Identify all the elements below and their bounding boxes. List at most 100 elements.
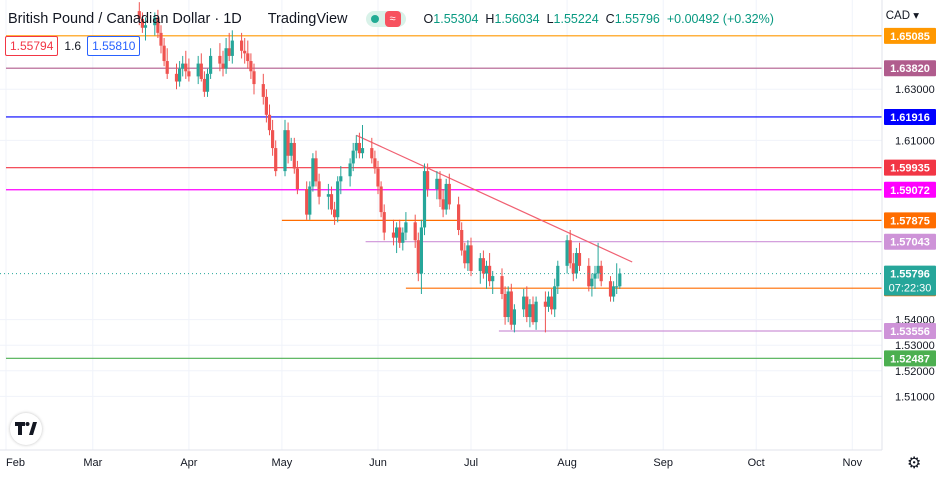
candle-body [546, 296, 551, 307]
chevron-down-icon: ▾ [913, 10, 919, 22]
candle-body [395, 227, 399, 238]
trendline [356, 134, 633, 263]
candle-body [165, 61, 169, 74]
candle-body [615, 286, 619, 288]
candle-body [329, 194, 334, 210]
candle-body [481, 258, 485, 274]
open-value: 1.55304 [433, 12, 479, 26]
wave-icon: ≈ [384, 11, 401, 27]
high-label: H [485, 12, 495, 26]
candle-body [484, 265, 489, 274]
currency-label: CAD [885, 10, 911, 22]
candle-body [522, 296, 526, 310]
candle-body [143, 25, 148, 28]
candle-body [264, 96, 268, 115]
candle-body [571, 263, 575, 274]
settings-gear-icon[interactable]: ⚙ [907, 455, 922, 472]
candle-body [419, 227, 423, 274]
price-axis-tick-label: 1.61000 [895, 135, 935, 147]
candle-body [612, 286, 616, 297]
price-axis-ticks: 1.510001.520001.530001.540001.610001.630… [895, 84, 935, 403]
candle-body [618, 273, 622, 287]
low-value: 1.55224 [553, 12, 599, 26]
candle-body [360, 148, 365, 154]
candle-body [550, 296, 554, 310]
candle-body [373, 158, 377, 169]
price-level-label-bg [884, 60, 936, 77]
time-axis-label: Oct [748, 457, 765, 469]
candle-body [153, 17, 157, 26]
price-level-label: 1.52487 [890, 353, 930, 365]
descending-trendline [356, 134, 633, 263]
sell-price-button[interactable]: 1.55794 [5, 36, 59, 56]
price-level-label-bg [884, 212, 936, 229]
candle-body [565, 240, 569, 266]
candle-body [221, 63, 225, 69]
candle-body [140, 18, 144, 28]
candle-body [491, 276, 495, 282]
change-value: +0.00492 (+0.32%) [666, 12, 774, 26]
candle-body [162, 45, 166, 62]
horizontal-levels [6, 35, 882, 359]
candle-body [156, 17, 160, 33]
price-level-label-bg [884, 233, 936, 250]
price-level-label: 1.61916 [890, 112, 930, 124]
candle-body [466, 245, 470, 264]
currency-selector[interactable]: CAD ▾ [886, 8, 919, 22]
buy-price-button[interactable]: 1.55810 [87, 36, 141, 56]
candle-body [199, 63, 203, 79]
tradingview-logo-icon[interactable] [10, 413, 42, 445]
candle-body [422, 171, 427, 228]
candle-body [218, 55, 222, 64]
candle-body [357, 142, 361, 154]
time-axis-label: Mar [83, 457, 102, 469]
candle-body [379, 186, 383, 213]
candle-body [305, 189, 309, 215]
candle-body [348, 163, 352, 177]
candle-body [286, 130, 290, 156]
time-axis-label: Nov [843, 457, 863, 469]
candle-body [593, 273, 597, 279]
spread-value: 1.6 [64, 39, 82, 53]
candle-body [599, 265, 603, 282]
candle-body [382, 212, 386, 233]
candle-body [339, 176, 343, 182]
price-level-label: 1.57043 [890, 237, 930, 249]
price-level-label-bg [884, 108, 936, 125]
candle-body [590, 278, 594, 287]
candle-body [271, 130, 275, 149]
candle-body [488, 265, 492, 282]
market-status-pill[interactable]: ≈ [365, 11, 406, 27]
candle-body [506, 291, 510, 318]
candle-body [463, 250, 467, 264]
grid-lines [0, 0, 882, 450]
candle-body [525, 296, 529, 318]
candle-body [351, 150, 355, 164]
candle-body [333, 209, 337, 218]
time-axis-label: Jun [369, 457, 387, 469]
candle-body [292, 142, 296, 169]
candle-body [205, 73, 210, 92]
candle-body [308, 186, 312, 215]
high-value: 1.56034 [494, 12, 540, 26]
candle-body [574, 253, 578, 274]
price-level-label: 1.53556 [890, 326, 930, 338]
candle-body [261, 84, 265, 97]
candle-body [227, 48, 231, 56]
market-open-dot-icon [370, 15, 379, 23]
time-axis-label: May [272, 457, 293, 469]
candle-body [224, 48, 228, 69]
candle-body [441, 199, 445, 210]
candle-body [469, 245, 473, 271]
price-level-label-bg [884, 27, 936, 44]
candle-body [283, 130, 287, 172]
last-price-label-bg [884, 265, 936, 296]
candle-body [187, 71, 191, 77]
candle-body [317, 181, 321, 197]
candle-body [543, 301, 547, 307]
candle-body [401, 232, 405, 243]
symbol-title[interactable]: British Pound / Canadian Dollar · 1D [8, 11, 242, 27]
price-level-label-bg [884, 181, 936, 198]
candle-body [202, 78, 206, 92]
